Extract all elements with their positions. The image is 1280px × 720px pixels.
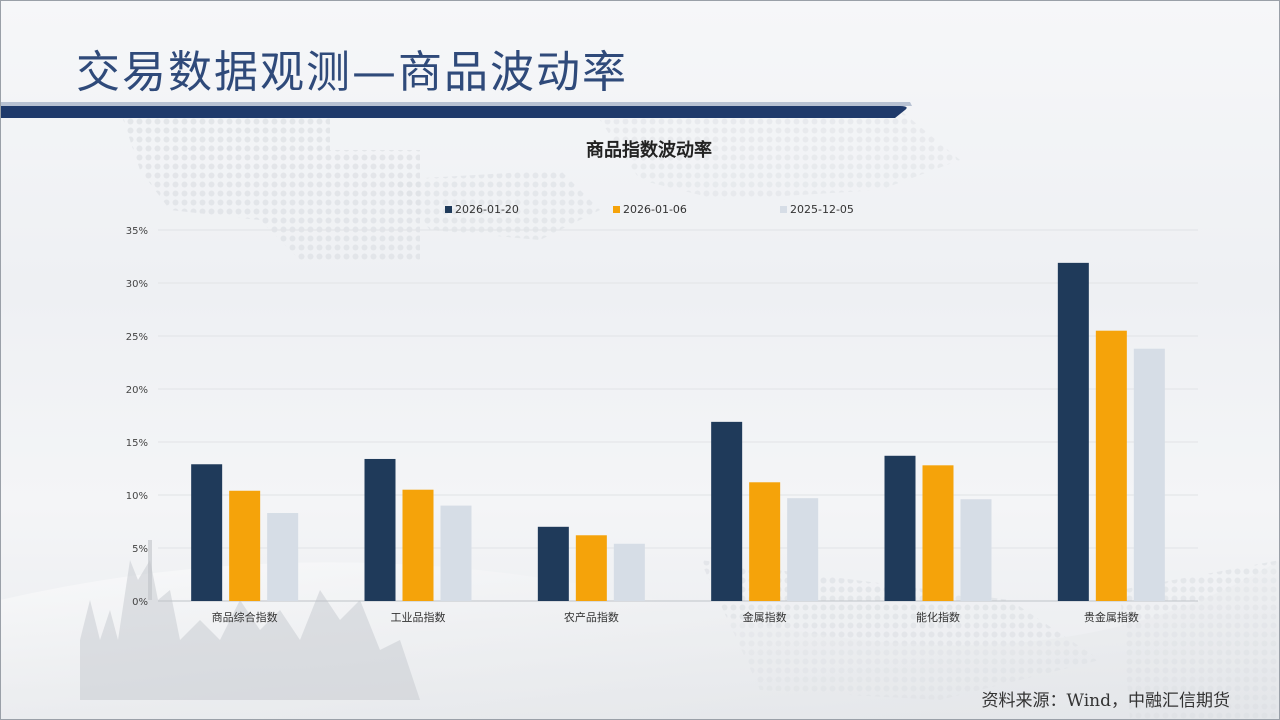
y-tick-label: 25% <box>126 332 148 343</box>
title-bar-decoration <box>0 102 912 118</box>
bar-series-1 <box>364 458 396 601</box>
x-tick-label: 能化指数 <box>916 610 960 624</box>
legend-swatch-series-3 <box>780 206 787 213</box>
x-tick-label: 工业品指数 <box>391 610 446 624</box>
y-tick-label: 15% <box>126 438 148 449</box>
bar-series-3 <box>1133 348 1165 601</box>
x-tick-label: 贵金属指数 <box>1084 610 1139 624</box>
bar-series-2 <box>749 482 781 601</box>
bar-series-3 <box>440 505 472 601</box>
bar-series-3 <box>787 498 819 601</box>
y-tick-label: 10% <box>126 491 148 502</box>
y-tick-label: 0% <box>132 597 148 608</box>
legend-item-series-2: 2026-01-06 <box>613 203 687 216</box>
legend-item-series-1: 2026-01-20 <box>445 203 519 216</box>
bar-series-2 <box>922 465 954 601</box>
y-tick-label: 30% <box>126 279 148 290</box>
bar-series-1 <box>1057 262 1089 601</box>
y-tick-label: 20% <box>126 385 148 396</box>
x-tick-label: 农产品指数 <box>564 610 619 624</box>
bar-series-3 <box>267 513 299 601</box>
legend-swatch-series-2 <box>613 206 620 213</box>
legend-item-series-3: 2025-12-05 <box>780 203 854 216</box>
source-note: 资料来源：Wind，中融汇信期货 <box>981 691 1230 711</box>
x-tick-label: 商品综合指数 <box>212 610 278 624</box>
legend-label-series-1: 2026-01-20 <box>455 203 519 216</box>
bar-series-2 <box>229 490 261 601</box>
slide-title: 交易数据观测—商品波动率 <box>76 47 628 98</box>
bar-series-3 <box>960 499 992 601</box>
y-tick-label: 35% <box>126 226 148 237</box>
legend-swatch-series-1 <box>445 206 452 213</box>
bar-series-1 <box>711 421 743 601</box>
legend-label-series-2: 2026-01-06 <box>623 203 687 216</box>
chart-title: 商品指数波动率 <box>586 140 712 161</box>
bar-series-1 <box>191 464 223 601</box>
x-tick-label: 金属指数 <box>743 610 787 624</box>
bar-series-2 <box>575 535 607 601</box>
bar-series-1 <box>537 526 569 601</box>
bar-series-2 <box>402 489 434 601</box>
bar-series-1 <box>884 455 916 601</box>
bar-series-2 <box>1095 330 1127 601</box>
y-tick-label: 5% <box>132 544 148 555</box>
legend-label-series-3: 2025-12-05 <box>790 203 854 216</box>
bar-series-3 <box>613 543 645 601</box>
chart-legend: 2026-01-20 2026-01-06 2025-12-05 <box>0 203 1280 219</box>
